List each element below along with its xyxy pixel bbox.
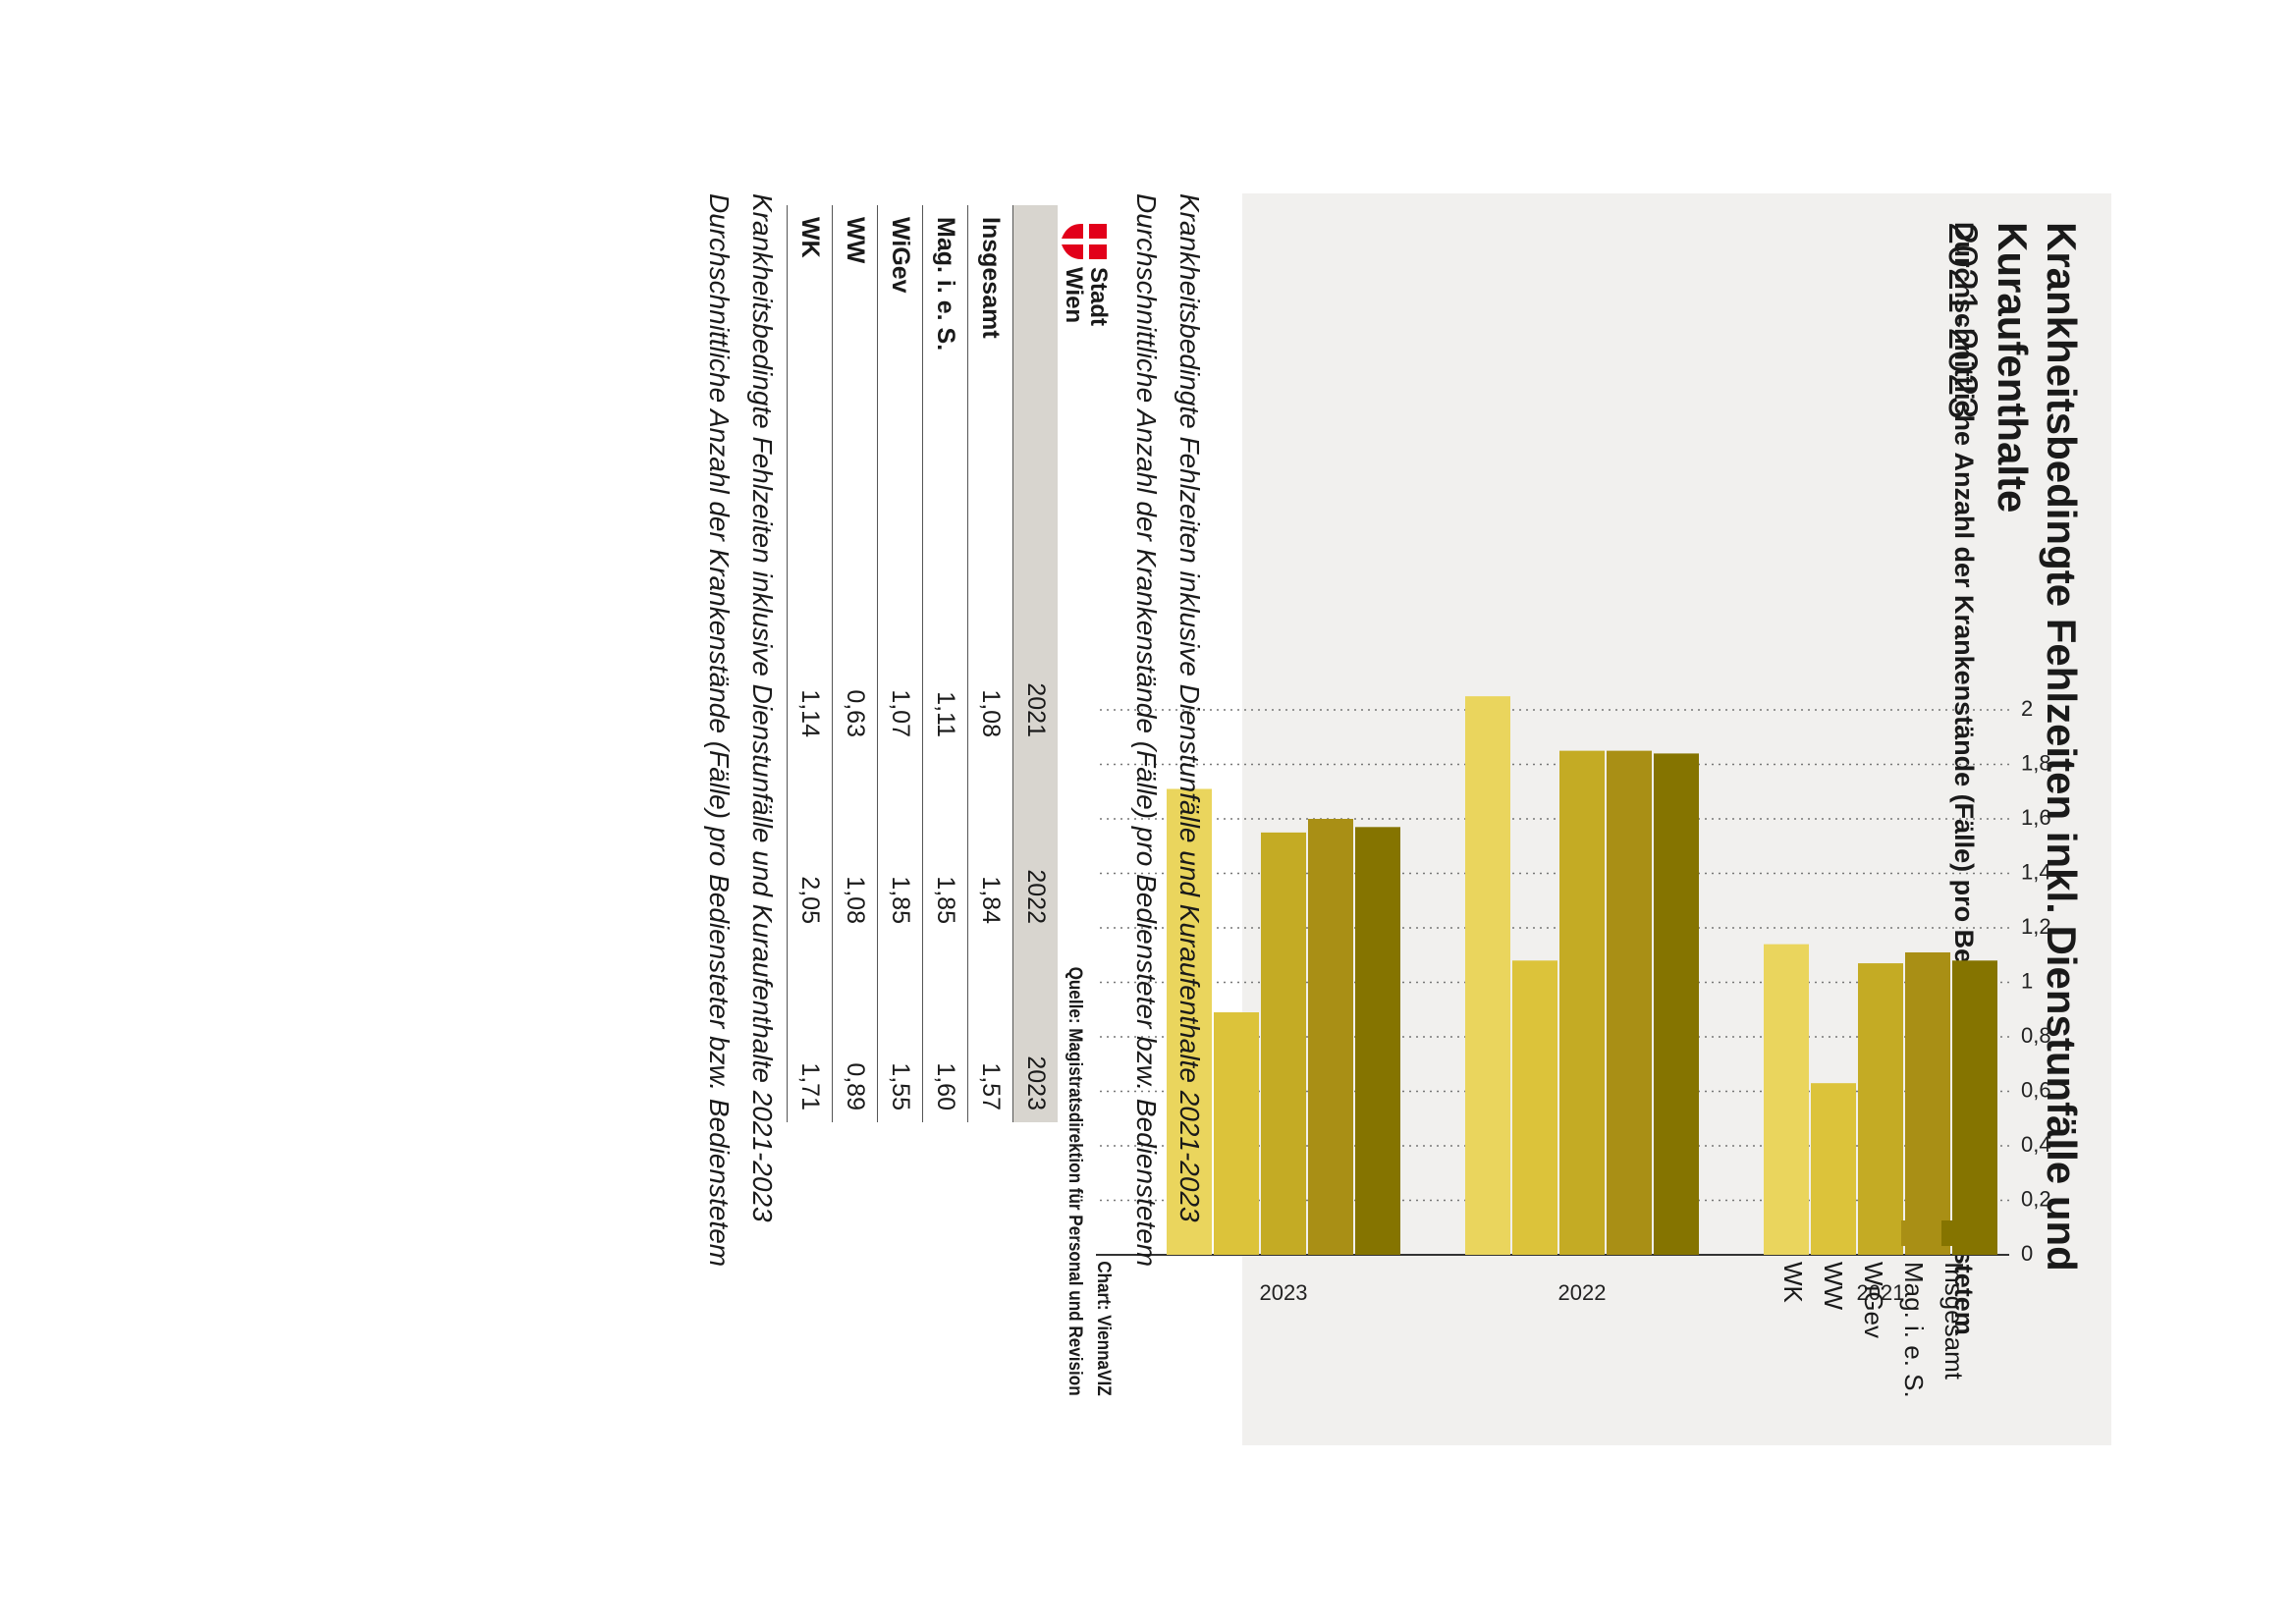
y-tick-label: 0,4	[2021, 1132, 2051, 1157]
vienna-shield-icon	[1061, 224, 1107, 259]
table-cell: 1,84	[967, 749, 1013, 936]
table-cell: 1,08	[967, 563, 1013, 749]
bar-2022-mag-i-e-s	[1607, 750, 1652, 1255]
table-row: Insgesamt 1,08 1,84 1,57	[967, 205, 1013, 1122]
table-row: WK 1,14 2,05 1,71	[787, 205, 833, 1122]
logo-line-2: Wien	[1061, 267, 1087, 324]
table-cell: 0,89	[832, 936, 878, 1122]
source-note: Chart: ViennaVIZ Quelle: Magistratsdirek…	[1061, 967, 1118, 1396]
bar-2021-mag-i-e-s	[1905, 951, 1950, 1255]
legend-label-insgesamt: Insgesamt	[1939, 1262, 1969, 1380]
table-cell: 1,71	[787, 936, 833, 1122]
y-tick-label: 0,6	[2021, 1077, 2051, 1102]
y-tick-label: 2	[2021, 696, 2033, 721]
table-cell: 0,63	[832, 563, 878, 749]
table-cell: 1,57	[967, 936, 1013, 1122]
stadt-wien-logo: Stadt Wien	[1042, 222, 1112, 369]
legend-label-mag: Mag. i. e. S.	[1899, 1262, 1929, 1398]
source-chart-credit: Chart: ViennaVIZ	[1093, 1261, 1114, 1396]
bar-2021-wigev	[1858, 963, 1903, 1255]
table-row-label: Insgesamt	[967, 205, 1013, 563]
bar-2022-ww	[1512, 960, 1557, 1255]
table-row-label: Mag. i. e. S.	[922, 205, 968, 563]
table-row: WW 0,63 1,08 0,89	[832, 205, 878, 1122]
caption-upper-line-2: Durchschnittliche Anzahl der Krankenstän…	[1131, 193, 1162, 1268]
legend-swatch-wigev	[1861, 1220, 1886, 1246]
y-tick-label: 1,4	[2021, 859, 2051, 884]
bar-2023-wk	[1167, 788, 1212, 1255]
caption-upper-line-1: Krankheitsbedingte Fehlzeiten inklusive …	[1174, 193, 1205, 1222]
table-cell: 1,55	[877, 936, 923, 1122]
table-cell: 1,07	[877, 563, 923, 749]
legend-label-wigev: WiGev	[1859, 1262, 1888, 1338]
table-header-cell: 2023	[1012, 936, 1058, 1122]
caption-lower-line-1: Krankheitsbedingte Fehlzeiten inklusive …	[747, 193, 778, 1222]
logo-text: Stadt Wien	[1061, 267, 1112, 326]
table-cell: 1,85	[922, 749, 968, 936]
table-header-cell: 2021	[1012, 563, 1058, 749]
x-category-label: 2023	[1260, 1280, 1308, 1305]
x-category-label: 2022	[1558, 1280, 1607, 1305]
bar-2023-mag-i-e-s	[1308, 819, 1353, 1255]
bar-2021-wk	[1764, 944, 1809, 1256]
table-cell: 1,14	[787, 563, 833, 749]
logo-line-1: Stadt	[1085, 267, 1112, 326]
table-header-cell: 2022	[1012, 749, 1058, 936]
table-row-label: WW	[832, 205, 878, 563]
bar-2022-wigev	[1559, 750, 1605, 1255]
legend-swatch-insgesamt	[1941, 1220, 1967, 1246]
y-tick-label: 0	[2021, 1241, 2033, 1266]
legend-label-ww: WW	[1819, 1262, 1848, 1311]
legend-swatch-ww	[1821, 1220, 1846, 1246]
y-tick-label: 0,8	[2021, 1023, 2051, 1048]
table-cell: 1,08	[832, 749, 878, 936]
table-row: WiGev 1,07 1,85 1,55	[877, 205, 923, 1122]
bar-2023-ww	[1214, 1012, 1259, 1256]
source-quelle: Quelle: Magistratsdirektion für Personal…	[1065, 966, 1085, 1396]
table-cell: 1,60	[922, 936, 968, 1122]
y-tick-label: 1,2	[2021, 914, 2051, 939]
x-category-label: 2021	[1857, 1280, 1905, 1305]
y-tick-label: 1,8	[2021, 750, 2051, 775]
table-row: Mag. i. e. S. 1,11 1,85 1,60	[922, 205, 968, 1122]
y-tick-label: 0,2	[2021, 1186, 2051, 1211]
table-header-cell	[1012, 205, 1058, 563]
table-row-label: WiGev	[877, 205, 923, 563]
bar-2023-wigev	[1261, 832, 1306, 1255]
table-cell: 2,05	[787, 749, 833, 936]
table-cell: 1,85	[877, 749, 923, 936]
table-row-label: WK	[787, 205, 833, 563]
table-cell: 1,11	[922, 563, 968, 749]
caption-lower-line-2: Durchschnittliche Anzahl der Krankenstän…	[704, 193, 735, 1268]
caption-upper: Krankheitsbedingte Fehlzeiten inklusive …	[1124, 193, 1211, 1267]
y-tick-label: 1,6	[2021, 805, 2051, 830]
caption-lower: Krankheitsbedingte Fehlzeiten inklusive …	[697, 193, 784, 1267]
table-header-row: 2021 2022 2023	[1012, 205, 1058, 1122]
bar-2022-wk	[1465, 696, 1510, 1255]
legend-label-wk: WK	[1778, 1262, 1808, 1303]
legend-swatch-wk	[1780, 1220, 1806, 1246]
bar-2021-ww	[1811, 1083, 1856, 1256]
bar-2021-insgesamt	[1952, 960, 1997, 1255]
y-tick-label: 1	[2021, 968, 2033, 993]
legend-swatch-mag	[1901, 1220, 1927, 1246]
data-table: 2021 2022 2023 Insgesamt 1,08 1,84 1,57 …	[787, 205, 1058, 1122]
bar-2022-insgesamt	[1654, 753, 1699, 1256]
bar-2023-insgesamt	[1355, 827, 1400, 1255]
